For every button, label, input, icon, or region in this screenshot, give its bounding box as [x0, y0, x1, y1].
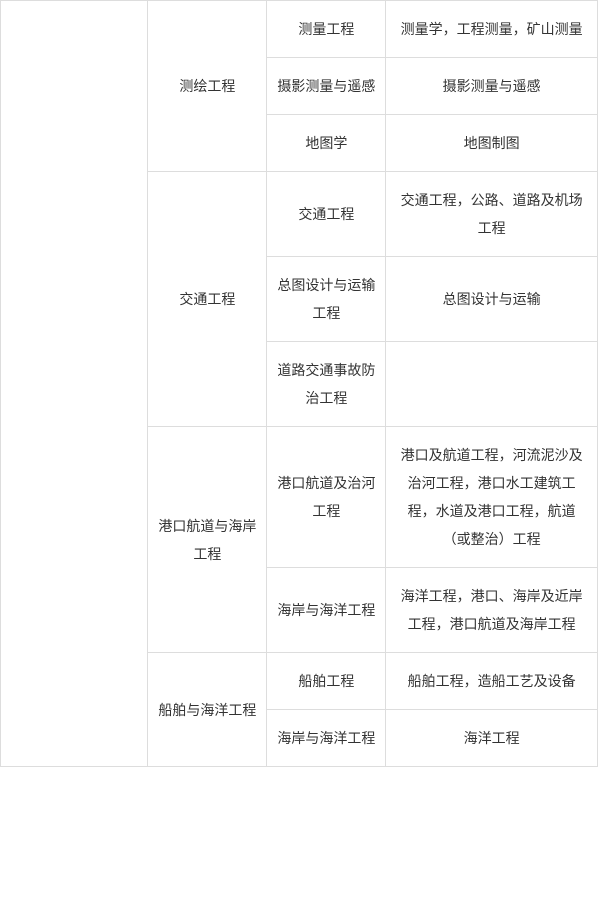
detail-cell: 总图设计与运输 — [386, 257, 598, 342]
sub-category-cell: 海岸与海洋工程 — [267, 568, 386, 653]
table-row: 测绘工程测量工程测量学，工程测量，矿山测量 — [1, 1, 598, 58]
sub-category-cell: 道路交通事故防治工程 — [267, 342, 386, 427]
detail-cell: 测量学，工程测量，矿山测量 — [386, 1, 598, 58]
sub-category-cell: 测量工程 — [267, 1, 386, 58]
sub-category-cell: 海岸与海洋工程 — [267, 710, 386, 767]
table-body: 测绘工程测量工程测量学，工程测量，矿山测量摄影测量与遥感摄影测量与遥感地图学地图… — [1, 1, 598, 767]
root-category-cell — [1, 1, 148, 767]
major-category-cell: 测绘工程 — [148, 1, 267, 172]
sub-category-cell: 摄影测量与遥感 — [267, 58, 386, 115]
detail-cell: 船舶工程，造船工艺及设备 — [386, 653, 598, 710]
sub-category-cell: 地图学 — [267, 115, 386, 172]
major-category-cell: 港口航道与海岸工程 — [148, 427, 267, 653]
detail-cell — [386, 342, 598, 427]
detail-cell: 地图制图 — [386, 115, 598, 172]
major-category-cell: 交通工程 — [148, 172, 267, 427]
sub-category-cell: 交通工程 — [267, 172, 386, 257]
detail-cell: 交通工程，公路、道路及机场工程 — [386, 172, 598, 257]
detail-cell: 港口及航道工程，河流泥沙及治河工程，港口水工建筑工程，水道及港口工程，航道（或整… — [386, 427, 598, 568]
detail-cell: 摄影测量与遥感 — [386, 58, 598, 115]
sub-category-cell: 船舶工程 — [267, 653, 386, 710]
sub-category-cell: 总图设计与运输工程 — [267, 257, 386, 342]
detail-cell: 海洋工程 — [386, 710, 598, 767]
category-table: 测绘工程测量工程测量学，工程测量，矿山测量摄影测量与遥感摄影测量与遥感地图学地图… — [0, 0, 598, 767]
sub-category-cell: 港口航道及治河工程 — [267, 427, 386, 568]
major-category-cell: 船舶与海洋工程 — [148, 653, 267, 767]
detail-cell: 海洋工程，港口、海岸及近岸工程，港口航道及海岸工程 — [386, 568, 598, 653]
